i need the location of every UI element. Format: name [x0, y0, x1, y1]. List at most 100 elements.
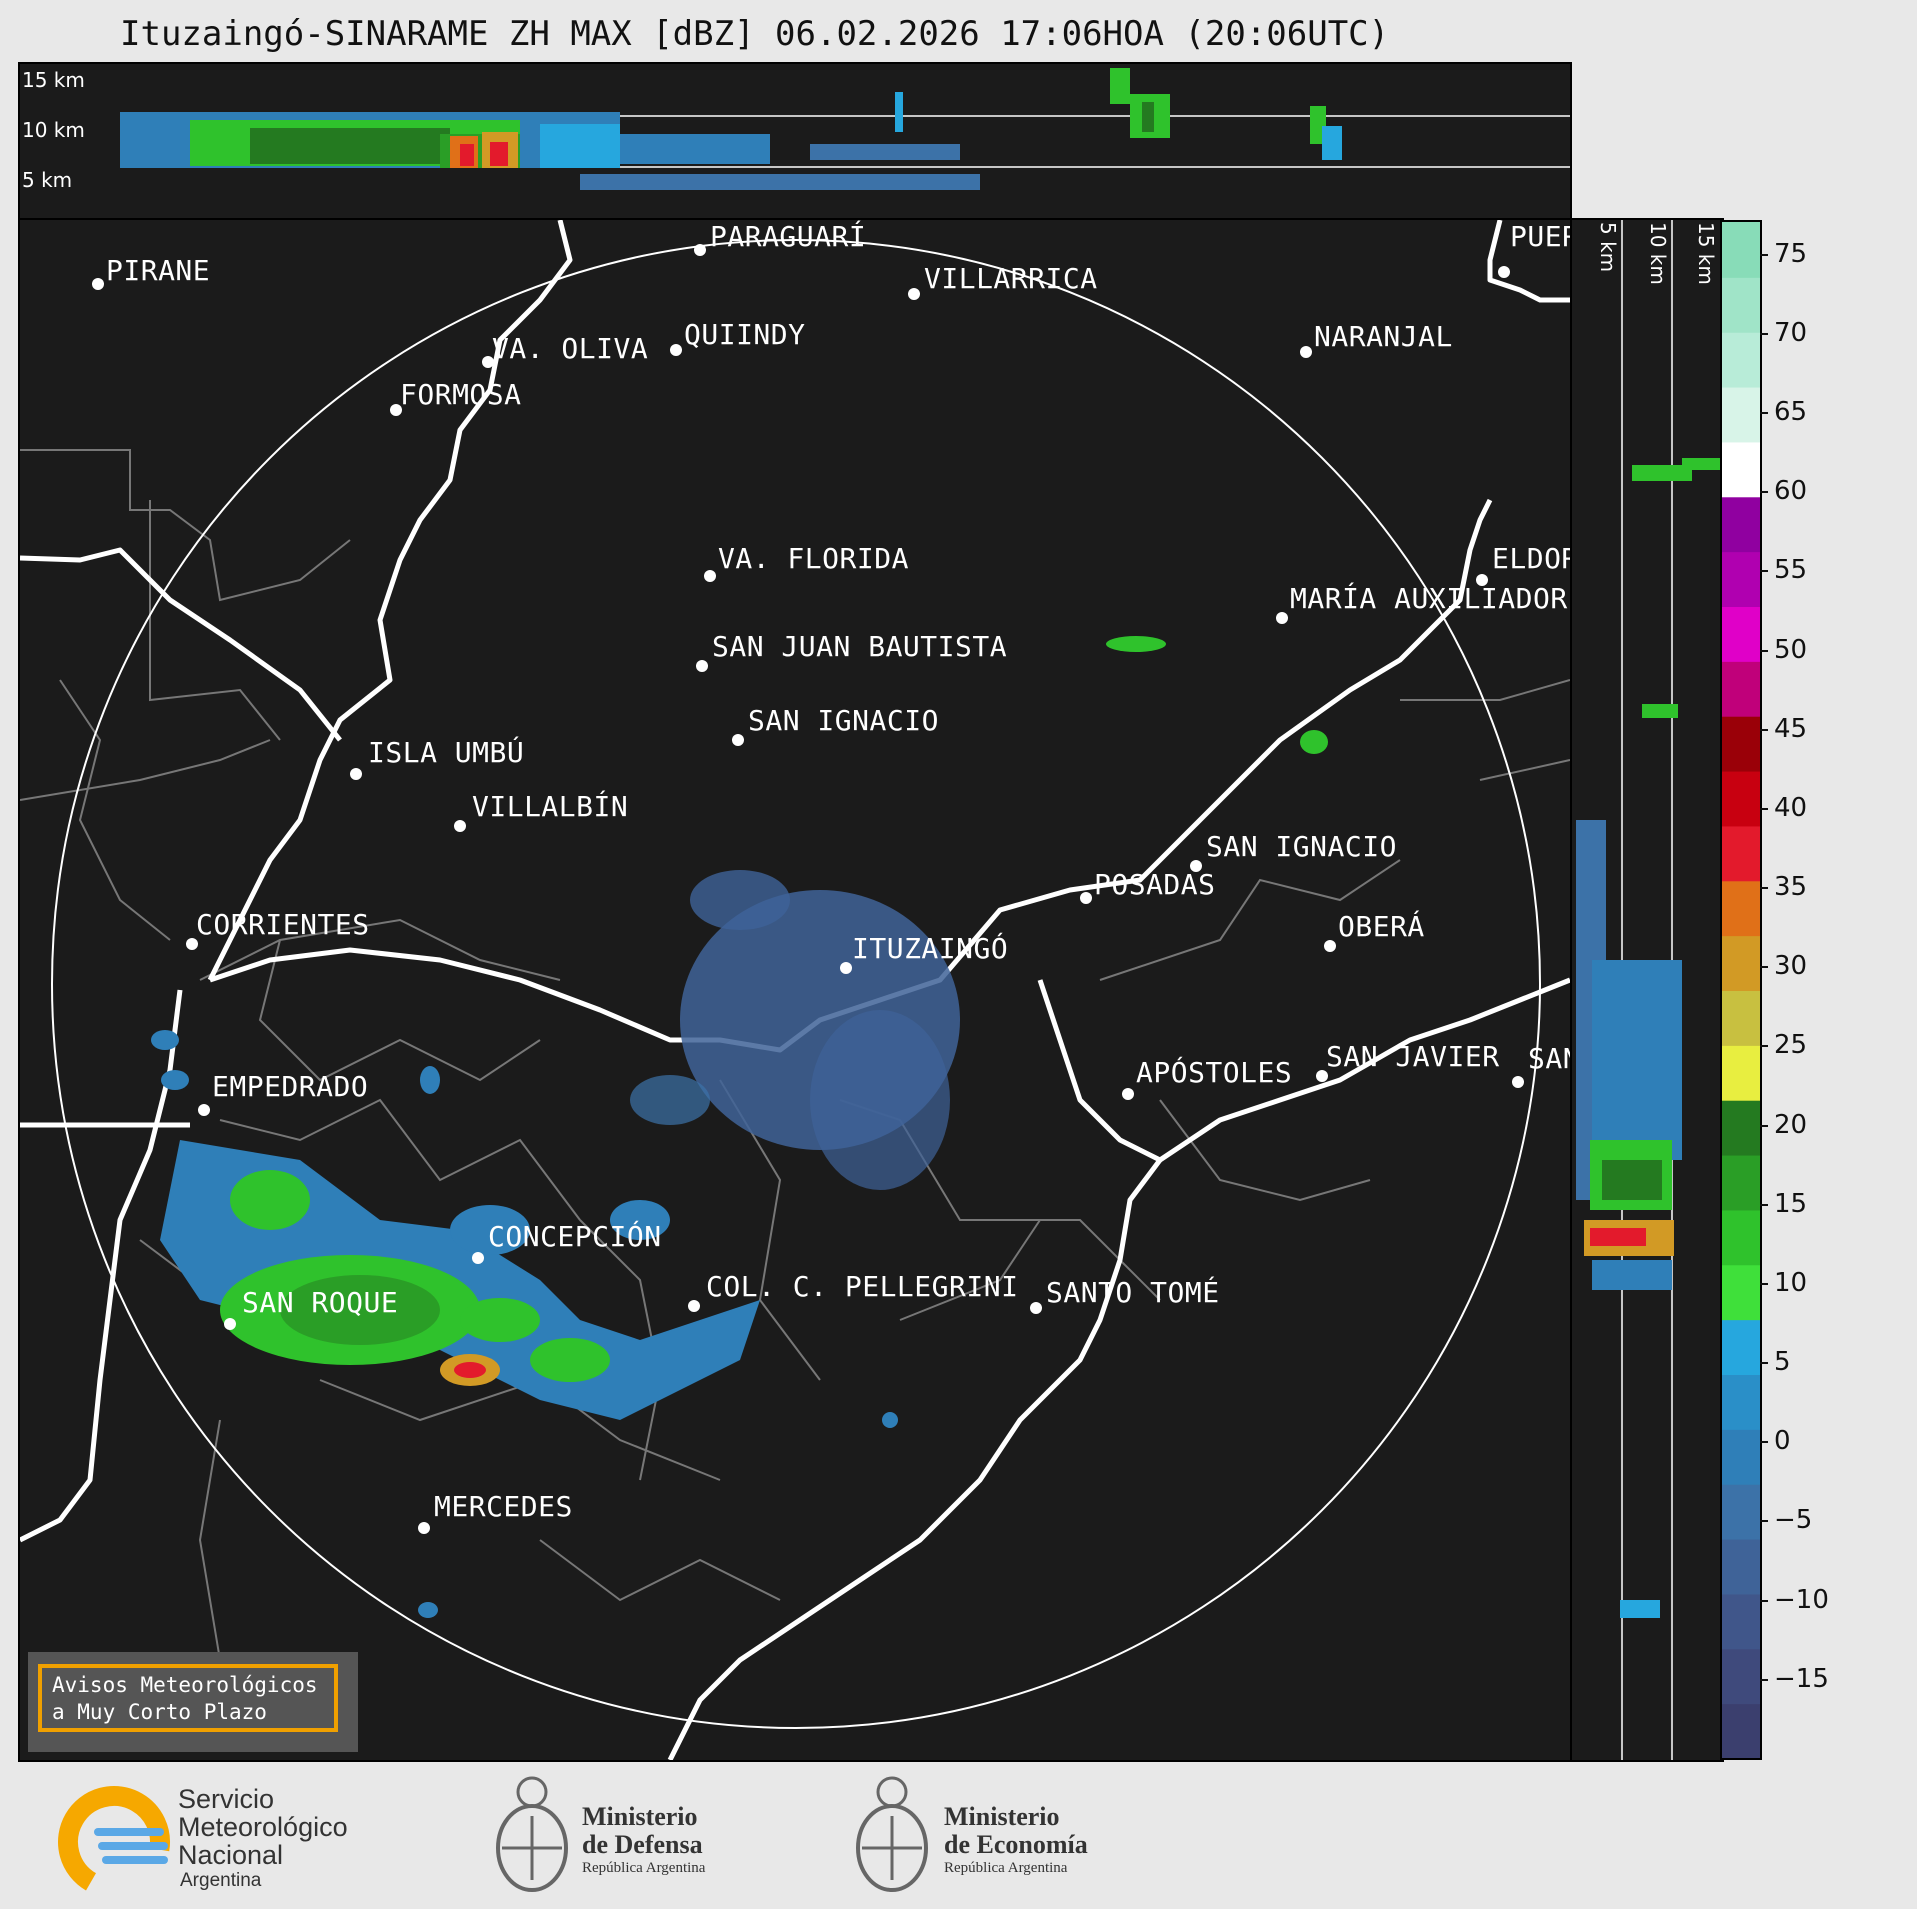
smn-line-3: Nacional — [178, 1840, 284, 1870]
page-title: Ituzaingó-SINARAME ZH MAX [dBZ] 06.02.20… — [120, 14, 1390, 54]
colorbar-tick-label: 60 — [1774, 476, 1808, 507]
smn-line-2: Meteorológico — [178, 1812, 348, 1842]
colorbar-segment — [1722, 825, 1760, 882]
city-dot-empedrado — [198, 1104, 210, 1116]
dbz-colorbar — [1720, 220, 1762, 1760]
colorbar-tick-mark — [1760, 1599, 1768, 1602]
city-label-empedrado: EMPEDRADO — [212, 1070, 369, 1103]
colorbar-segment — [1722, 606, 1760, 662]
city-label-puer: PUER — [1510, 220, 1570, 253]
city-label-apostoles: APÓSTOLES — [1136, 1056, 1293, 1089]
city-dot-san — [1512, 1076, 1524, 1088]
city-label-ituzaingo: ITUZAINGÓ — [852, 932, 1009, 965]
city-dot-naranjal — [1300, 346, 1312, 358]
city-dot-san-javier — [1316, 1070, 1328, 1082]
height-label-15km: 15 km — [22, 68, 85, 92]
city-dot-mercedes — [418, 1522, 430, 1534]
warning-box-frame[interactable]: Avisos Meteorológicos a Muy Corto Plazo — [38, 1664, 338, 1732]
city-dot-san-ignacio-ar — [1190, 860, 1202, 872]
smn-logo-icon — [58, 1786, 170, 1898]
colorbar-tick-label: 45 — [1774, 713, 1808, 744]
city-dot-san-ignacio-py — [732, 734, 744, 746]
city-label-san: SAN — [1528, 1042, 1570, 1075]
colorbar-tick-mark — [1760, 491, 1768, 494]
colorbar-segment — [1722, 660, 1760, 717]
colorbar-tick-label: 0 — [1774, 1426, 1791, 1457]
warning-line-2: a Muy Corto Plazo — [52, 1700, 267, 1724]
city-label-posadas: POSADAS — [1094, 868, 1216, 901]
warning-box[interactable]: Avisos Meteorológicos a Muy Corto Plazo — [28, 1652, 358, 1752]
colorbar-tick-label: 50 — [1774, 634, 1808, 665]
city-dot-maria-auxiliador — [1276, 612, 1288, 624]
defensa-line-2: de Defensa — [582, 1830, 703, 1859]
city-dot-san-juan-bautista — [696, 660, 708, 672]
colorbar-segment — [1722, 1044, 1760, 1101]
city-label-obera: OBERÁ — [1338, 910, 1425, 943]
colorbar-segment — [1722, 222, 1760, 278]
top-cross-section-panel: 15 km 10 km 5 km — [18, 62, 1572, 220]
height-label-10km-vertical: 10 km — [1646, 222, 1670, 285]
colorbar-gradient — [1722, 222, 1760, 1758]
colorbar-tick-mark — [1760, 1124, 1768, 1127]
colorbar-segment — [1722, 1538, 1760, 1595]
city-label-maria-auxiliador: MARÍA AUXILIADOR — [1290, 582, 1568, 615]
height-label-5km-vertical: 5 km — [1596, 222, 1620, 273]
city-dot-san-roque — [224, 1318, 236, 1330]
colorbar-segment — [1722, 276, 1760, 333]
warning-line-1: Avisos Meteorológicos — [52, 1673, 318, 1697]
colorbar-tick-label: −5 — [1774, 1505, 1813, 1536]
city-dot-isla-umbu — [350, 768, 362, 780]
defensa-line-3: República Argentina — [582, 1860, 706, 1876]
economia-line-3: República Argentina — [944, 1860, 1068, 1876]
colorbar-segment — [1722, 880, 1760, 937]
city-dot-corrientes — [186, 938, 198, 950]
colorbar-tick-mark — [1760, 807, 1768, 810]
smn-line-4: Argentina — [180, 1870, 262, 1891]
colorbar-tick-label: 65 — [1774, 397, 1808, 428]
colorbar-segment — [1722, 1319, 1760, 1375]
city-label-formosa: FORMOSA — [400, 378, 522, 411]
colorbar-tick-label: 25 — [1774, 1030, 1808, 1061]
map-geography — [20, 220, 1570, 1760]
colorbar-tick-mark — [1760, 1203, 1768, 1206]
argentina-seal-icon — [856, 1776, 928, 1892]
city-dot-obera — [1324, 940, 1336, 952]
radar-map[interactable]: PIRANE PARAGUARÍ VILLARRICA PUER VA. OLI… — [18, 218, 1572, 1762]
city-dot-va-oliva — [482, 356, 494, 368]
colorbar-tick-label: −15 — [1774, 1663, 1829, 1694]
colorbar-segment — [1722, 1703, 1760, 1758]
economia-line-1: Ministerio — [944, 1802, 1060, 1831]
city-label-mercedes: MERCEDES — [434, 1490, 573, 1523]
side-cross-section-panel: 5 km 10 km 15 km — [1570, 218, 1724, 1762]
colorbar-segment — [1722, 496, 1760, 553]
city-dot-villarrica — [908, 288, 920, 300]
colorbar-segment — [1722, 331, 1760, 388]
height-label-10km: 10 km — [22, 118, 85, 142]
colorbar-tick-label: 5 — [1774, 1347, 1791, 1378]
colorbar-tick-mark — [1760, 887, 1768, 890]
colorbar-tick-label: 10 — [1774, 1267, 1808, 1298]
city-dot-col-c-pellegrini — [688, 1300, 700, 1312]
city-label-col-c-pellegrini: COL. C. PELLEGRINI — [706, 1270, 1019, 1303]
colorbar-tick-label: 75 — [1774, 238, 1808, 269]
colorbar-segment — [1722, 551, 1760, 607]
city-dot-puer — [1498, 266, 1510, 278]
defensa-line-1: Ministerio — [582, 1802, 698, 1831]
city-label-quiindy: QUIINDY — [684, 318, 806, 351]
city-label-san-roque: SAN ROQUE — [242, 1286, 399, 1319]
city-dot-paraguari — [694, 244, 706, 256]
city-label-naranjal: NARANJAL — [1314, 320, 1453, 353]
city-dot-formosa — [390, 404, 402, 416]
top-cross-section-echoes — [120, 68, 1570, 190]
city-label-isla-umbu: ISLA UMBÚ — [368, 736, 525, 769]
height-label-5km: 5 km — [22, 168, 73, 192]
colorbar-segment — [1722, 1374, 1760, 1430]
colorbar-segment — [1722, 1154, 1760, 1211]
height-label-15km-vertical: 15 km — [1694, 222, 1718, 285]
colorbar-tick-label: 15 — [1774, 1188, 1808, 1219]
colorbar-segment — [1722, 990, 1760, 1046]
city-label-concepcion: CONCEPCIÓN — [488, 1220, 662, 1253]
city-dot-villalbin — [454, 820, 466, 832]
city-label-corrientes: CORRIENTES — [196, 908, 370, 941]
colorbar-segment — [1722, 715, 1760, 772]
